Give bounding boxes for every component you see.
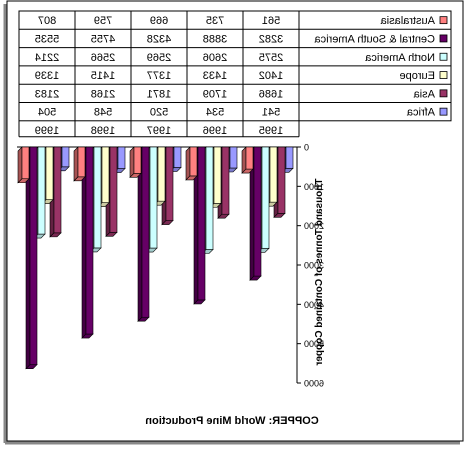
bar <box>93 146 102 249</box>
y-tick-label: 4000 <box>304 300 324 310</box>
table-cell: 2566 <box>91 52 115 64</box>
table-cell: 2606 <box>203 52 227 64</box>
y-tick-label: 6000 <box>304 379 324 389</box>
bar <box>53 146 62 234</box>
y-tick-label: 0 <box>304 143 309 153</box>
bar <box>117 146 126 169</box>
table-cell: 5535 <box>35 33 59 45</box>
category-label: 1997 <box>147 125 171 137</box>
table-cell: 1433 <box>203 70 227 82</box>
table-cell: 807 <box>38 15 56 27</box>
bar <box>285 146 294 169</box>
table-cell: 669 <box>150 15 168 27</box>
table-cell: 2214 <box>35 52 59 64</box>
table-cell: 1339 <box>35 70 59 82</box>
table-cell: 1686 <box>259 88 283 100</box>
bar <box>149 146 158 249</box>
bar-side <box>241 146 247 174</box>
table-cell: 735 <box>206 15 224 27</box>
table-cell: 1709 <box>203 88 227 100</box>
bar <box>213 146 222 204</box>
legend-swatch <box>439 107 448 116</box>
table-cell: 4755 <box>91 33 115 45</box>
table-cell: 1402 <box>259 70 283 82</box>
bar-side <box>185 146 191 181</box>
table-cell: 1871 <box>147 88 171 100</box>
bar <box>261 146 270 249</box>
bar <box>189 146 198 177</box>
legend-entry: North America <box>364 52 435 64</box>
legend-entry: Africa <box>406 107 435 119</box>
table-cell: 504 <box>38 107 56 119</box>
bar <box>141 146 150 318</box>
category-label: 1999 <box>35 125 59 137</box>
bar <box>61 146 70 168</box>
y-tick-label: 3000 <box>304 261 324 271</box>
bar <box>245 146 254 170</box>
bar-side <box>129 146 135 179</box>
category-label: 1996 <box>203 125 227 137</box>
bar <box>205 146 214 250</box>
bars <box>17 146 294 370</box>
table-cell: 3888 <box>203 33 227 45</box>
bar <box>221 146 230 215</box>
legend-entry: Australasia <box>380 15 435 27</box>
y-tick-label: 5000 <box>304 339 324 349</box>
table-cell: 1377 <box>147 70 171 82</box>
bar <box>269 146 278 203</box>
legend-swatch <box>439 16 448 25</box>
bar <box>85 146 94 335</box>
legend-swatch <box>439 89 448 98</box>
bar <box>173 146 182 168</box>
y-tick-label: 2000 <box>304 221 324 231</box>
category-label: 1995 <box>259 125 283 137</box>
bar <box>21 146 30 180</box>
table-cell: 2575 <box>259 52 283 64</box>
table-cell: 2183 <box>35 88 59 100</box>
bar <box>277 146 286 214</box>
table-cell: 2168 <box>91 88 115 100</box>
bar <box>133 146 142 174</box>
table-cell: 4328 <box>147 33 171 45</box>
bar <box>45 146 54 200</box>
y-axis-label: Thousand Tonnes of Contained Copper <box>314 178 325 365</box>
legend-entry: Central & South America <box>314 33 435 45</box>
table-cell: 548 <box>94 107 112 119</box>
table-cell: 520 <box>150 107 168 119</box>
table-cell: 3282 <box>259 33 283 45</box>
bar <box>197 146 206 301</box>
table-cell: 1415 <box>91 70 115 82</box>
table-cell: 541 <box>262 107 280 119</box>
category-label: 1998 <box>91 125 115 137</box>
chart-title: COPPER: World Mine Production <box>145 415 319 427</box>
bar <box>29 146 38 366</box>
chart-border <box>6 0 464 442</box>
table-cell: 534 <box>206 107 224 119</box>
legend-swatch <box>439 52 448 61</box>
bar <box>229 146 238 169</box>
bar <box>109 146 118 233</box>
bar-side <box>17 146 23 184</box>
bar <box>253 146 262 277</box>
table-cell: 759 <box>94 15 112 27</box>
bar-side <box>73 146 79 182</box>
legend-swatch <box>439 34 448 43</box>
bar <box>157 146 166 202</box>
legend-entry: Asia <box>413 88 435 100</box>
legend-entry: Europe <box>400 70 435 82</box>
table-cell: 2569 <box>147 52 171 64</box>
bar <box>165 146 174 221</box>
table-cell: 561 <box>262 15 280 27</box>
data-table: Australasia 561 735 669 759 807 Central & Sout… <box>18 10 452 138</box>
y-tick-label: 1000 <box>304 182 324 192</box>
bar <box>77 146 86 178</box>
bar <box>37 146 46 235</box>
bar <box>101 146 110 203</box>
legend-swatch <box>439 71 448 79</box>
